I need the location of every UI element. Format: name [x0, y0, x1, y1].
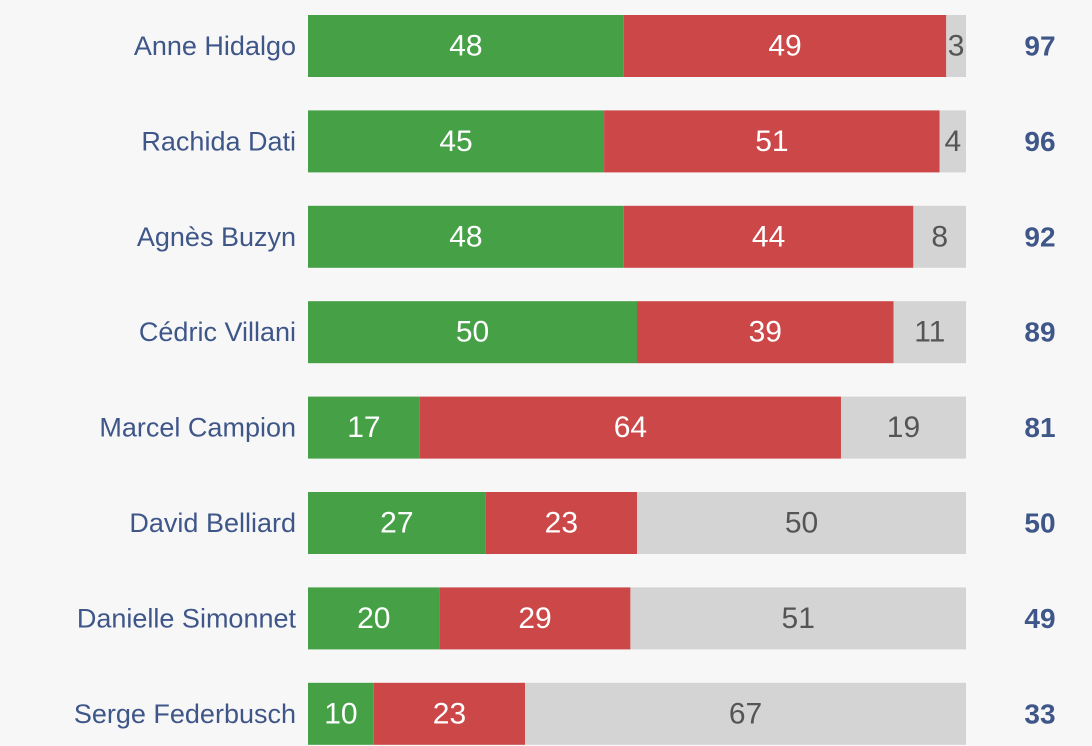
value-label: 64: [614, 411, 647, 444]
total-label: 33: [1024, 698, 1055, 729]
value-label: 45: [439, 125, 472, 158]
bar-segment: [308, 205, 624, 268]
bar-segment: [623, 15, 947, 77]
total-label: 92: [1024, 221, 1055, 252]
category-label: Marcel Campion: [99, 413, 296, 443]
total-label: 49: [1024, 603, 1055, 634]
total-label: 96: [1024, 126, 1055, 157]
value-label: 23: [545, 507, 578, 540]
category-label: Rachida Dati: [141, 126, 296, 156]
value-label: 10: [324, 697, 357, 730]
category-label: Serge Federbusch: [74, 699, 296, 729]
category-label: David Belliard: [129, 508, 296, 538]
bar-segment: [637, 492, 966, 554]
bar-segment: [525, 682, 966, 745]
value-label: 67: [729, 697, 762, 730]
bar-segment: [308, 492, 486, 554]
value-label: 48: [449, 30, 482, 63]
bar-segment: [485, 492, 637, 554]
value-label: 3: [948, 30, 965, 63]
value-label: 4: [944, 125, 961, 158]
bar-segment: [946, 15, 966, 77]
total-label: 97: [1024, 31, 1055, 62]
total-label: 81: [1024, 412, 1055, 443]
value-label: 29: [518, 602, 551, 635]
bar-segment: [439, 587, 631, 650]
value-label: 51: [782, 602, 815, 635]
value-label: 8: [931, 220, 948, 253]
bar-segment: [308, 587, 440, 650]
value-label: 49: [768, 30, 801, 63]
value-label: 51: [755, 125, 788, 158]
bar-segment: [637, 301, 894, 364]
value-label: 39: [749, 316, 782, 349]
bar-segment: [308, 110, 605, 173]
category-label: Cédric Villani: [139, 317, 296, 347]
bar-segment: [373, 682, 526, 745]
value-label: 50: [785, 507, 818, 540]
bar-segment: [308, 301, 637, 364]
bar-segment: [939, 110, 966, 173]
value-label: 48: [449, 220, 482, 253]
category-label: Danielle Simonnet: [77, 603, 297, 633]
bar-segment: [308, 682, 374, 745]
bar-segment: [913, 205, 966, 268]
bar-segment: [623, 205, 914, 268]
value-label: 44: [752, 220, 785, 253]
category-label: Anne Hidalgo: [134, 31, 296, 61]
value-label: 20: [357, 602, 390, 635]
value-label: 50: [456, 316, 489, 349]
value-label: 11: [914, 316, 945, 349]
total-label: 89: [1024, 317, 1055, 348]
bar-segment: [308, 15, 624, 77]
value-label: 23: [433, 697, 466, 730]
value-label: 17: [347, 411, 380, 444]
bar-segment: [893, 301, 966, 364]
category-label: Agnès Buzyn: [137, 222, 296, 252]
bar-segment: [630, 587, 966, 650]
bar-segment: [604, 110, 940, 173]
value-label: 19: [887, 411, 920, 444]
bar-segment: [308, 396, 420, 459]
bar-segment: [419, 396, 841, 459]
total-label: 50: [1024, 508, 1055, 539]
bar-segment: [840, 396, 966, 459]
value-label: 27: [380, 507, 413, 540]
